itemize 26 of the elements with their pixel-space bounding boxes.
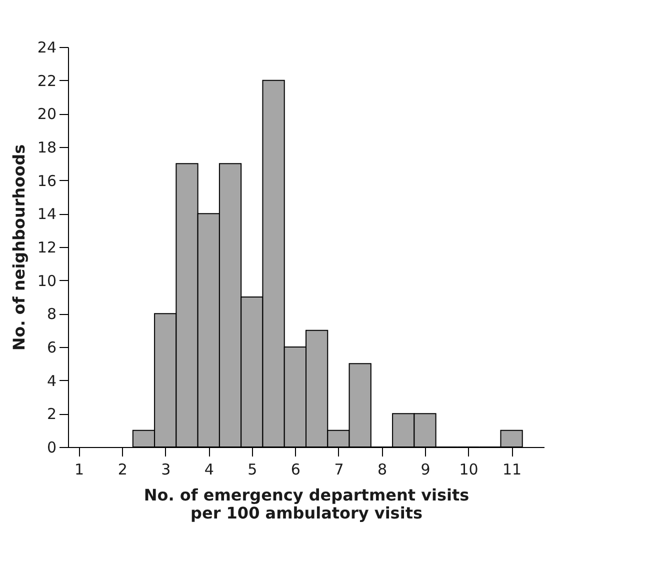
y-tick-label: 20 — [37, 105, 56, 124]
y-tick-label: 22 — [37, 72, 56, 90]
x-tick-label: 8 — [377, 460, 387, 478]
x-tick-label: 9 — [420, 460, 430, 478]
y-tick-label: 0 — [46, 438, 56, 456]
y-tick-label: 8 — [46, 305, 56, 324]
y-tick-label: 6 — [46, 338, 56, 356]
x-tick-label: 10 — [459, 460, 478, 478]
y-tick-label: 4 — [46, 372, 56, 390]
x-tick-label: 7 — [334, 460, 344, 478]
y-tick-label: 24 — [37, 38, 56, 56]
y-tick-label: 16 — [37, 172, 56, 190]
x-tick-label: 1 — [74, 460, 84, 478]
y-tick-label: 2 — [46, 405, 56, 424]
x-tick-label: 4 — [204, 460, 214, 478]
x-tick-label: 5 — [248, 460, 258, 478]
x-tick-label: 2 — [118, 460, 128, 478]
y-axis-title: No. of neighbourhoods — [9, 144, 28, 351]
x-tick-label: 3 — [161, 460, 171, 478]
y-tick-label: 14 — [37, 205, 56, 224]
y-tick-label: 10 — [37, 272, 56, 290]
x-tick-label: 6 — [290, 460, 300, 478]
x-axis-title: No. of emergency department visits per 100 ambulatory visits — [144, 486, 470, 522]
y-tick-label: 18 — [37, 138, 56, 156]
y-tick-label: 12 — [37, 238, 56, 256]
x-tick-label: 11 — [502, 460, 522, 478]
